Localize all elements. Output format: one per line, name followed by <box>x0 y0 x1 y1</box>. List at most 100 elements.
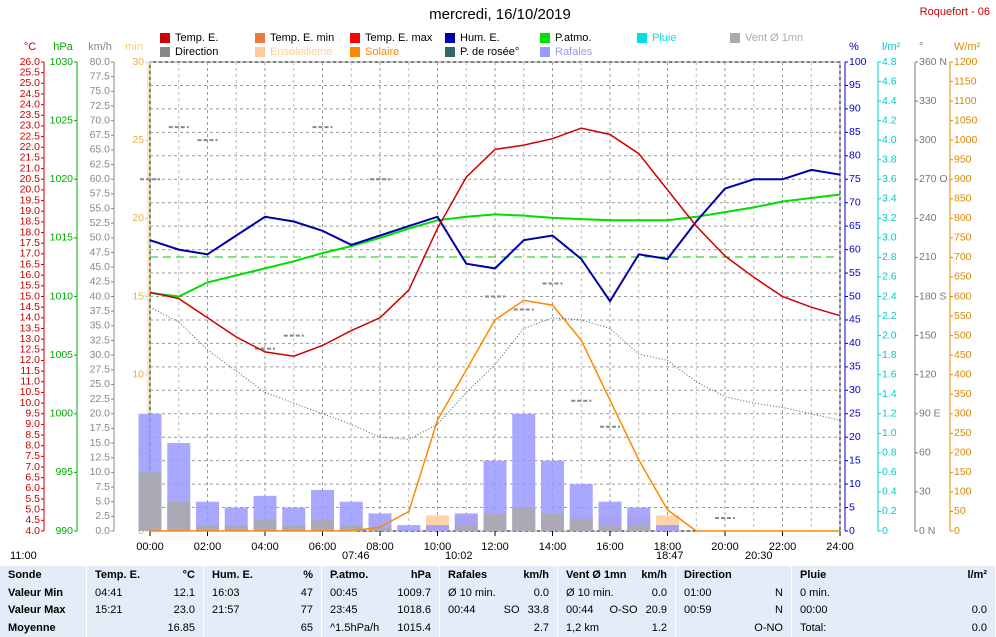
y-tick-label: 1.4 <box>882 388 897 400</box>
y-tick-label: 1000 <box>50 408 74 420</box>
y-tick-label: 180 S <box>919 290 946 302</box>
y-tick-label: 12.5 <box>20 344 41 356</box>
cell-text: km/h <box>641 568 667 581</box>
y-tick-label: 2.5 <box>95 510 110 522</box>
y-tick-label: 360 N <box>919 56 947 68</box>
y-tick-label: 4.4 <box>882 95 897 107</box>
table-cell: Ø 10 min. 0.0 <box>440 583 558 602</box>
cell-text: N <box>775 604 783 617</box>
y-tick-label: 20.0 <box>90 408 111 420</box>
cell-text: 16:03 <box>212 586 240 599</box>
y-tick-label: 4.5 <box>25 514 40 526</box>
y-tick-label: 4.0 <box>25 525 40 537</box>
cell-text: Temp. E. <box>95 568 141 581</box>
cell-text: 04:41 <box>95 586 123 599</box>
y-tick-label: 90 E <box>919 408 941 420</box>
table-cell: 00:44 SO 33.8 <box>440 601 558 620</box>
y-tick-label: 300 <box>954 408 972 420</box>
cell-text: O-NO <box>754 622 783 635</box>
series-line <box>149 306 841 440</box>
table-cell: Ø 10 min. 0.0 <box>558 583 676 602</box>
axis-unit: min <box>125 41 143 53</box>
legend-label: Ensoleilleme <box>270 46 332 58</box>
cell-text: 0.0 <box>533 586 549 599</box>
table-cell: 15:21 23.0 <box>87 601 204 620</box>
bar <box>426 525 449 531</box>
y-tick-label: 27.5 <box>90 364 111 376</box>
bar <box>569 519 593 531</box>
bar <box>627 525 651 531</box>
x-tick-label: 16:00 <box>596 541 624 553</box>
y-tick-label: 26.0 <box>20 56 41 68</box>
y-tick-label: 10 <box>849 478 861 490</box>
y-tick-label: 18.0 <box>20 226 41 238</box>
y-tick-label: 55.0 <box>90 202 111 214</box>
bar <box>167 501 191 531</box>
table-cell: 65 <box>204 619 322 637</box>
y-tick-label: 7.5 <box>95 481 110 493</box>
y-tick-label: 21.5 <box>20 152 41 164</box>
y-tick-label: 35 <box>849 361 861 373</box>
y-tick-label: 65.0 <box>90 144 111 156</box>
table-cell: O-NO <box>676 619 792 637</box>
y-tick-label: 9.5 <box>25 408 40 420</box>
sun-time: 20:30 <box>745 550 773 562</box>
table-cell: 1,2 km 1.2 <box>558 619 676 637</box>
bar <box>541 513 564 531</box>
chart: mercredi, 16/10/2019 Roquefort - 06 Temp… <box>20 6 990 553</box>
legend-swatch <box>350 47 360 57</box>
cell-text: 16.85 <box>167 622 195 635</box>
y-tick-label: 1050 <box>954 114 978 126</box>
cell-text: 20.9 <box>645 604 667 617</box>
y-tick-label: 995 <box>55 466 73 478</box>
table-cell: Sonde <box>0 566 87 584</box>
y-tick-label: 5 <box>849 501 855 513</box>
legend-swatch <box>730 33 740 43</box>
y-tick-label: 75.0 <box>90 85 111 97</box>
y-tick-label: 1010 <box>50 290 74 302</box>
table-cell: 16:03 47 <box>204 583 322 602</box>
y-tick-label: 95 <box>849 79 861 91</box>
y-tick-label: 60 <box>919 447 931 459</box>
table-cell: 0 min. <box>792 583 996 602</box>
y-tick-label: 11.5 <box>20 365 40 377</box>
bar <box>339 525 363 531</box>
y-tick-label: 1015 <box>50 232 74 244</box>
y-tick-label: 100 <box>954 486 972 498</box>
y-tick-label: 50 <box>849 290 861 302</box>
y-tick-label: 850 <box>954 193 972 205</box>
y-tick-label: 5.5 <box>25 493 40 505</box>
y-tick-label: 0 N <box>919 525 935 537</box>
y-tick-label: 1.8 <box>882 349 897 361</box>
y-tick-label: 120 <box>919 368 937 380</box>
y-tick-label: 10 <box>132 368 144 380</box>
y-tick-label: 25 <box>849 408 861 420</box>
station: Roquefort - 06 <box>920 6 990 18</box>
legend-swatch <box>160 33 170 43</box>
cell-text: 1009.7 <box>397 586 431 599</box>
y-tick-label: 3.8 <box>882 153 897 165</box>
bar <box>512 413 536 531</box>
y-tick-label: 32.5 <box>90 334 111 346</box>
cell-text: Direction <box>684 568 732 581</box>
y-tick-label: 300 <box>919 134 937 146</box>
y-tick-label: 16.5 <box>20 258 41 270</box>
legend-label: Vent Ø 1mn <box>745 32 803 44</box>
axis-unit: l/m² <box>882 41 901 53</box>
cell-text: l/m² <box>967 568 987 581</box>
legend-swatch <box>255 33 265 43</box>
y-tick-label: 5.0 <box>95 495 110 507</box>
y-tick-label: 62.5 <box>90 158 111 170</box>
table-row: Sonde Temp. E. °C Hum. E.% P.atmo. hPa Rafales… <box>0 566 996 584</box>
cell-text: Vent Ø 1mn <box>566 568 627 581</box>
y-tick-label: 57.5 <box>90 188 111 200</box>
y-tick-label: 2.4 <box>882 290 897 302</box>
cell-text: Valeur Min <box>8 586 64 599</box>
cell-text: 00:44 <box>566 604 594 617</box>
y-tick-label: 23.0 <box>20 120 41 132</box>
y-tick-label: 12.5 <box>90 452 111 464</box>
x-tick-label: 14:00 <box>539 541 567 553</box>
legend-label: Temp. E. max <box>365 32 433 44</box>
y-tick-label: 21.0 <box>20 162 41 174</box>
